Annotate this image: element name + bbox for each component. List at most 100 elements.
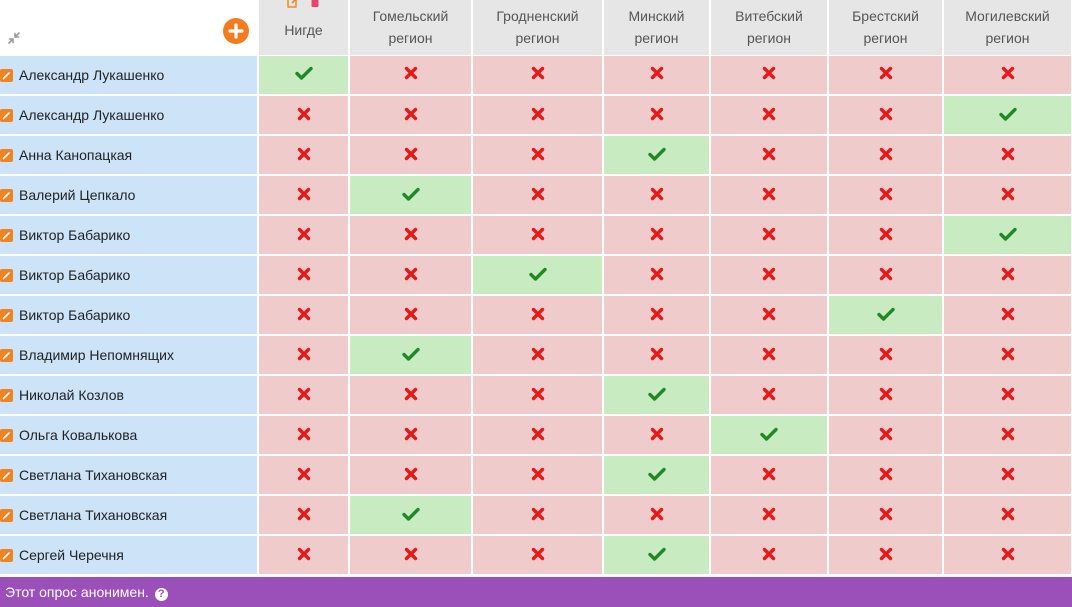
vote-cell-no	[472, 375, 604, 416]
vote-cell-no	[472, 335, 604, 376]
compress-arrows-icon[interactable]	[6, 30, 22, 46]
edit-icon[interactable]	[0, 389, 13, 402]
cross-icon	[650, 187, 663, 200]
participant-name: Виктор Бабарико	[19, 227, 131, 243]
vote-cell-no	[472, 55, 604, 96]
column-header-label: Минский регион	[628, 8, 685, 47]
cross-icon	[531, 427, 544, 440]
participant-name-cell: Виктор Бабарико	[0, 295, 259, 336]
vote-cell-no	[349, 95, 473, 136]
help-icon[interactable]: ?	[154, 588, 168, 601]
participant-row: Николай Козлов	[0, 375, 1072, 416]
cross-icon	[762, 147, 776, 160]
participant-name-cell: Ольга Ковалькова	[0, 415, 259, 456]
vote-cell-no	[603, 175, 711, 216]
cross-icon	[879, 427, 892, 440]
vote-cell-no	[828, 535, 944, 576]
vote-cell-no	[349, 55, 473, 96]
check-icon	[876, 307, 895, 321]
vote-cell-yes	[472, 255, 604, 296]
cross-icon	[531, 187, 544, 200]
cross-icon	[879, 107, 892, 120]
cross-icon	[879, 67, 892, 80]
cross-icon	[531, 307, 544, 320]
participant-name-cell: Валерий Цепкало	[0, 175, 259, 216]
participant-row: Светлана Тихановская	[0, 455, 1072, 496]
vote-cell-no	[258, 95, 350, 136]
vote-cell-no	[603, 415, 711, 456]
edit-icon[interactable]	[0, 349, 13, 362]
participant-name-cell: Александр Лукашенко	[0, 95, 259, 136]
column-tools	[259, 0, 347, 9]
cross-icon	[762, 387, 776, 400]
edit-icon[interactable]	[0, 149, 13, 162]
vote-cell-no	[943, 55, 1072, 96]
cross-icon	[531, 507, 544, 520]
column-header-label: Могилевский регион	[965, 8, 1050, 47]
cross-icon	[762, 267, 776, 280]
edit-icon[interactable]	[0, 309, 13, 322]
participant-name: Виктор Бабарико	[19, 267, 131, 283]
check-icon	[401, 347, 420, 361]
cross-icon	[297, 427, 310, 440]
participant-name: Сергей Черечня	[19, 547, 124, 563]
cross-icon	[404, 307, 417, 320]
add-participant-button[interactable]	[223, 18, 249, 44]
cross-icon	[879, 227, 892, 240]
cross-icon	[762, 227, 776, 240]
vote-cell-no	[828, 135, 944, 176]
cross-icon	[650, 67, 663, 80]
vote-cell-no	[258, 175, 350, 216]
vote-cell-no	[349, 255, 473, 296]
vote-cell-no	[828, 55, 944, 96]
check-icon	[647, 147, 666, 161]
cross-icon	[879, 387, 892, 400]
vote-cell-no	[710, 55, 829, 96]
cross-icon	[1001, 347, 1014, 360]
cross-icon	[404, 547, 417, 560]
edit-icon[interactable]	[0, 269, 13, 282]
cross-icon	[531, 347, 544, 360]
vote-cell-yes	[258, 55, 350, 96]
column-header-label: Гомельский регион	[372, 8, 449, 47]
poll-footer: Этот опрос анонимен. ?	[0, 577, 1072, 607]
header-corner	[0, 0, 259, 56]
column-header: Минский регион	[603, 0, 711, 56]
check-icon	[647, 387, 666, 401]
cross-icon	[879, 187, 892, 200]
vote-cell-no	[943, 335, 1072, 376]
check-icon	[401, 187, 420, 201]
edit-icon[interactable]	[0, 509, 13, 522]
cross-icon	[762, 347, 776, 360]
participant-row: Анна Канопацкая	[0, 135, 1072, 176]
vote-cell-no	[472, 95, 604, 136]
participant-row: Виктор Бабарико	[0, 215, 1072, 256]
trash-icon[interactable]	[310, 0, 320, 9]
cross-icon	[1001, 427, 1014, 440]
edit-icon[interactable]	[0, 469, 13, 482]
edit-icon[interactable]	[0, 189, 13, 202]
cross-icon	[650, 427, 663, 440]
edit-icon[interactable]	[0, 229, 13, 242]
edit-icon[interactable]	[286, 0, 299, 9]
cross-icon	[762, 507, 776, 520]
edit-icon[interactable]	[0, 429, 13, 442]
cross-icon	[1001, 387, 1014, 400]
vote-cell-no	[258, 535, 350, 576]
cross-icon	[297, 467, 310, 480]
cross-icon	[531, 67, 544, 80]
vote-cell-no	[943, 135, 1072, 176]
vote-cell-no	[258, 415, 350, 456]
vote-cell-no	[258, 455, 350, 496]
vote-cell-no	[603, 55, 711, 96]
vote-cell-no	[349, 295, 473, 336]
participant-name-cell: Анна Канопацкая	[0, 135, 259, 176]
vote-cell-no	[943, 495, 1072, 536]
edit-icon[interactable]	[0, 109, 13, 122]
edit-icon[interactable]	[0, 549, 13, 562]
participant-name-cell: Александр Лукашенко	[0, 55, 259, 96]
edit-icon[interactable]	[0, 68, 13, 82]
cross-icon	[1001, 547, 1014, 560]
cross-icon	[1001, 187, 1014, 200]
